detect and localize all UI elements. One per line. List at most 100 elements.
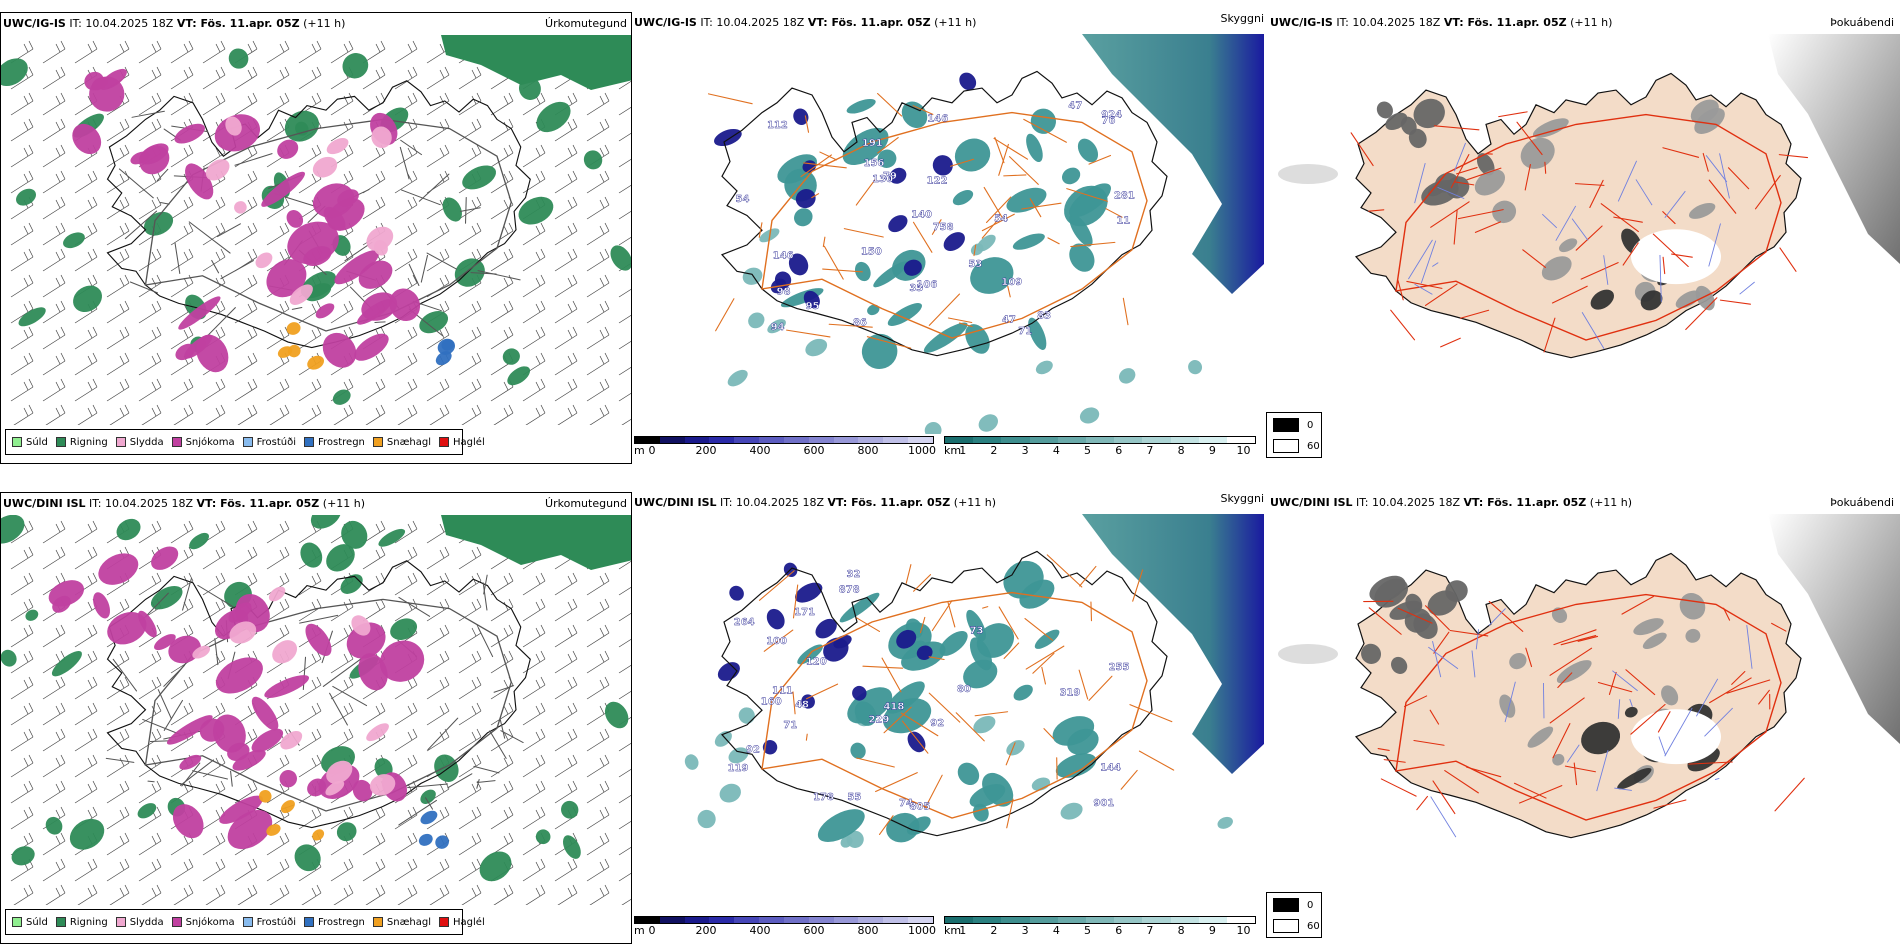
- cloud-base-label: 33: [909, 283, 923, 294]
- legend-label: Rigning: [69, 436, 108, 448]
- legend-swatch: [304, 437, 314, 447]
- cloud-base-label: 150: [861, 247, 882, 258]
- fog-low-label: 0: [1307, 899, 1314, 911]
- visibility-map: 160 171 255 92 264 48 119 55 144 878 229 80 178 92 74 7…: [684, 514, 1264, 848]
- legend-swatch: [372, 917, 383, 927]
- fog-low-swatch: [1273, 418, 1299, 432]
- colorbar-tick-label: 2: [990, 444, 998, 457]
- legend-label: Haglél: [453, 436, 485, 448]
- cloud-base-label: 80: [957, 684, 971, 695]
- panel-name-fog: Þokuábendi: [1830, 496, 1894, 509]
- legend-item-súld: Súld: [12, 437, 48, 448]
- colorbar-cell: [883, 917, 909, 923]
- colorbar-tick-label: 3: [1021, 924, 1029, 937]
- colorbar-cell: [1001, 437, 1030, 443]
- colorbar-cell: [833, 437, 859, 443]
- valid-time: VT: Fös. 11.apr. 05Z: [1463, 496, 1587, 509]
- lead-time: (+11 h): [303, 17, 346, 30]
- colorbar-tick-label: 0: [648, 924, 656, 937]
- fog-high-label: 60: [1307, 920, 1320, 932]
- colorbar-tick-label: 5: [1084, 924, 1092, 937]
- colorbar-tick-label: 10: [1236, 924, 1251, 937]
- colorbar-tick-label: 1000: [908, 924, 936, 937]
- legend-item-slydda: Slydda: [115, 436, 164, 448]
- cloud-base-label: 111: [772, 685, 793, 696]
- iceland-landmass: [105, 560, 531, 829]
- iceland-landmass: [707, 70, 1168, 357]
- colorbar-cell: [1029, 917, 1058, 923]
- colorbar-tick-label: 0: [648, 444, 656, 457]
- precip-blobs: [48, 546, 179, 651]
- colorbar-tick-label: 5: [1084, 444, 1092, 457]
- colorbar-unit: m: [634, 444, 645, 457]
- road-network: [1363, 593, 1805, 821]
- legend-label: Slydda: [129, 436, 164, 448]
- fog-panel-row1: UWC/IG-IS IT: 10.04.2025 18Z VT: Fös. 11…: [1268, 12, 1900, 464]
- colorbar-cell: [734, 437, 760, 443]
- model-name: UWC/DINI ISL: [3, 497, 86, 510]
- panel-title: UWC/IG-IS IT: 10.04.2025 18Z VT: Fös. 11…: [3, 17, 345, 30]
- colorbar-cell: [1142, 437, 1171, 443]
- colorbar-tick-label: 600: [803, 444, 825, 457]
- fog-legend-row1: 0 60: [1266, 412, 1322, 458]
- colorbar-cell: [709, 917, 735, 923]
- legend-label: Snjókoma: [185, 916, 235, 928]
- cloud-base-label: 11: [1116, 216, 1130, 227]
- precip-blobs: [277, 322, 325, 370]
- precip-map: [1, 515, 631, 905]
- precip-blobs: [1361, 575, 1468, 674]
- colorbar-ticks: m 0 200 400 600 800 1000: [634, 444, 936, 458]
- low-visibility-sea-east: [1082, 34, 1264, 294]
- init-time: IT: 10.04.2025 18Z: [1356, 496, 1461, 509]
- panel-name-visibility: Skyggni: [1220, 492, 1264, 505]
- colorbar-cell: [833, 917, 859, 923]
- panel-name-fog: Þokuábendi: [1830, 16, 1894, 29]
- colorbar-tick-label: 4: [1052, 444, 1060, 457]
- colorbar-tick-label: 200: [695, 444, 717, 457]
- colorbar-tick-label: 7: [1146, 924, 1154, 937]
- visibility-panel-row2: UWC/DINI ISL IT: 10.04.2025 18Z VT: Fös.…: [632, 492, 1268, 944]
- cloud-base-label: 54: [994, 214, 1008, 225]
- precip-map: [1, 35, 631, 425]
- colorbar-strip: [634, 916, 934, 924]
- legend-item-rigning: Rigning: [55, 436, 108, 448]
- colorbar-cell: [1085, 437, 1115, 443]
- legend-label: Frostregn: [318, 916, 365, 928]
- legend-item-snjókoma: Snjókoma: [171, 916, 235, 928]
- precip-blobs: [727, 228, 1203, 434]
- legend-swatch: [242, 917, 253, 927]
- colorbar-unit: km: [944, 924, 962, 937]
- cloud-base-label: 264: [734, 617, 755, 628]
- legend-item-frostúði: Frostúði: [242, 437, 296, 448]
- legend-swatch: [171, 437, 182, 447]
- rain-area-northeast: [441, 35, 631, 90]
- precip-blobs: [797, 560, 1099, 843]
- colorbar-cell: [808, 437, 834, 443]
- rain-area-northeast: [441, 515, 631, 570]
- valid-time: VT: Fös. 11.apr. 05Z: [196, 497, 320, 510]
- panel-title: UWC/IG-IS IT: 10.04.2025 18Z VT: Fös. 11…: [634, 16, 976, 29]
- cloud-base-label: 122: [927, 176, 948, 187]
- cloud-base-label: 878: [839, 584, 860, 595]
- precip-blobs: [1, 515, 629, 882]
- legend-swatch: [171, 917, 182, 927]
- colorbar-cell: [883, 437, 909, 443]
- glacier-clear-area: [1631, 229, 1721, 285]
- model-name: UWC/IG-IS: [1270, 16, 1333, 29]
- colorbar-cell: [908, 917, 933, 923]
- legend-item-snæhagl: Snæhagl: [372, 917, 431, 928]
- colorbar-cell: [908, 437, 933, 443]
- precip-blobs: [777, 98, 1111, 369]
- fog-high-swatch: [1273, 919, 1299, 933]
- cloud-base-label: 71: [783, 720, 797, 731]
- legend-label: Súld: [26, 436, 48, 448]
- precip-blobs: [205, 116, 394, 305]
- colorbar-tick-label: 3: [1021, 444, 1029, 457]
- colorbar-cell: [783, 917, 809, 923]
- cloud-base-label: 191: [862, 138, 883, 149]
- precip-blobs: [1376, 98, 1495, 206]
- cloud-base-label: 120: [806, 657, 827, 668]
- legend-item-snjókoma: Snjókoma: [171, 437, 235, 448]
- cloud-base-label: 76: [1102, 115, 1116, 126]
- colorbar-cell: [1114, 917, 1143, 923]
